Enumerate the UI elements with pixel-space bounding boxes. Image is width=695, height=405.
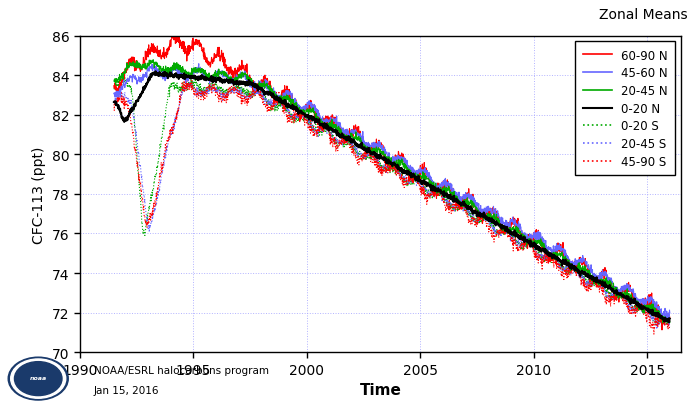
Line: 45-60 N: 45-60 N	[114, 64, 670, 320]
20-45 N	[138, 63, 147, 68]
20-45 S	[366, 148, 374, 153]
45-90 S	[650, 332, 658, 337]
0-20 N	[380, 156, 389, 161]
45-60 N	[650, 302, 658, 307]
0-20 S	[650, 312, 658, 317]
X-axis label: Time: Time	[359, 382, 402, 397]
60-90 N	[138, 64, 147, 69]
Legend: 60-90 N, 45-60 N, 20-45 N, 0-20 N, 0-20 S, 20-45 S, 45-90 S: 60-90 N, 45-60 N, 20-45 N, 0-20 N, 0-20 …	[575, 43, 676, 175]
Line: 0-20 S: 0-20 S	[114, 77, 670, 324]
0-20 N	[548, 255, 556, 260]
45-90 S	[666, 325, 674, 330]
45-90 S	[180, 77, 188, 82]
Line: 45-90 S: 45-90 S	[114, 80, 670, 334]
20-45 S	[650, 317, 658, 322]
45-60 N	[649, 297, 657, 302]
0-20 N	[665, 320, 673, 325]
45-60 N	[666, 310, 674, 315]
60-90 N	[366, 147, 374, 151]
45-60 N	[110, 92, 118, 97]
Line: 20-45 S: 20-45 S	[114, 83, 670, 329]
0-20 S	[666, 317, 674, 322]
20-45 S	[380, 165, 389, 170]
20-45 N	[650, 307, 658, 311]
45-60 N	[195, 62, 203, 67]
0-20 S	[649, 312, 657, 317]
60-90 N	[110, 84, 118, 89]
Line: 60-90 N: 60-90 N	[114, 29, 670, 330]
0-20 N	[110, 100, 118, 105]
20-45 N	[548, 257, 556, 262]
45-60 N	[138, 79, 147, 83]
Line: 0-20 N: 0-20 N	[114, 72, 670, 322]
Text: NOAA/ESRL halocarbons program: NOAA/ESRL halocarbons program	[94, 364, 269, 375]
20-45 N	[380, 158, 389, 162]
45-60 N	[548, 247, 556, 252]
20-45 N	[149, 58, 157, 63]
20-45 S	[653, 327, 661, 332]
Text: Zonal Means: Zonal Means	[599, 8, 688, 22]
0-20 S	[380, 164, 389, 169]
0-20 N	[650, 313, 658, 318]
20-45 S	[548, 254, 556, 258]
0-20 N	[366, 149, 374, 154]
60-90 N	[168, 26, 177, 31]
45-90 S	[366, 154, 374, 159]
0-20 N	[666, 316, 674, 321]
0-20 N	[138, 92, 147, 96]
45-90 S	[110, 100, 118, 104]
0-20 S	[664, 322, 673, 327]
20-45 N	[110, 79, 118, 84]
60-90 N	[649, 303, 657, 308]
20-45 N	[649, 305, 657, 309]
45-60 N	[662, 317, 670, 322]
60-90 N	[650, 302, 658, 307]
Circle shape	[8, 357, 68, 400]
20-45 N	[658, 321, 667, 326]
20-45 N	[666, 320, 674, 325]
20-45 S	[110, 101, 118, 106]
0-20 S	[138, 228, 147, 233]
45-90 S	[548, 255, 556, 260]
Circle shape	[15, 362, 62, 396]
60-90 N	[380, 156, 389, 161]
Text: Jan 15, 2016: Jan 15, 2016	[94, 385, 159, 395]
20-45 S	[138, 185, 147, 190]
0-20 S	[110, 87, 118, 92]
Y-axis label: CFC-113 (ppt): CFC-113 (ppt)	[32, 146, 46, 243]
20-45 S	[649, 316, 657, 321]
45-90 S	[650, 324, 658, 329]
0-20 S	[121, 75, 129, 80]
0-20 N	[152, 70, 160, 75]
45-90 S	[138, 198, 147, 203]
45-90 S	[380, 168, 389, 173]
Text: noaa: noaa	[30, 375, 47, 380]
20-45 S	[186, 80, 194, 85]
60-90 N	[548, 254, 556, 259]
45-60 N	[380, 145, 389, 150]
0-20 S	[366, 150, 374, 155]
0-20 N	[649, 311, 657, 315]
Circle shape	[10, 359, 66, 398]
60-90 N	[666, 315, 674, 320]
45-60 N	[366, 146, 374, 151]
45-90 S	[649, 326, 657, 330]
20-45 N	[366, 146, 374, 151]
0-20 S	[548, 256, 556, 261]
Line: 20-45 N: 20-45 N	[114, 60, 670, 323]
60-90 N	[657, 328, 666, 333]
20-45 S	[666, 324, 674, 329]
